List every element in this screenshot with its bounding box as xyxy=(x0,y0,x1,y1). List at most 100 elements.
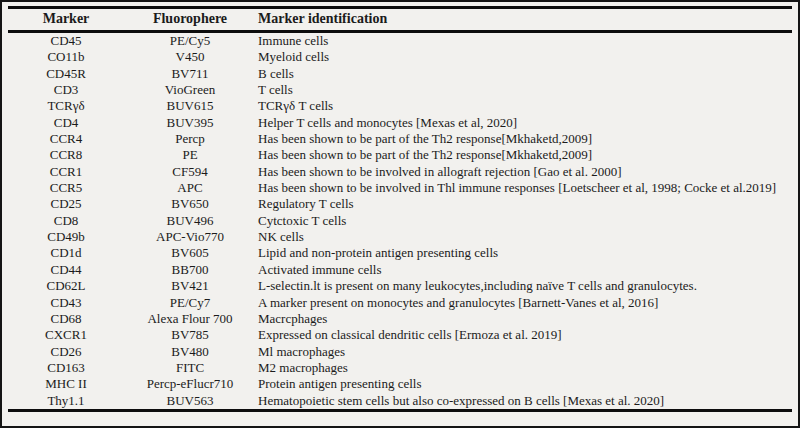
identification-cell: A marker present on monocytes and granul… xyxy=(256,295,792,311)
identification-cell: Has been shown to be part of the Th2 res… xyxy=(256,131,792,147)
table-row: MHC IIPercp-eFlucr710Protein antigen pre… xyxy=(8,376,792,392)
marker-cell: MHC II xyxy=(8,376,124,392)
identification-cell: Macrcphages xyxy=(256,311,792,327)
fluorophore-cell: BB700 xyxy=(124,262,256,278)
table-row: Thy1.1BUV563Hematopoietic stem cells but… xyxy=(8,393,792,411)
column-header-marker: Marker xyxy=(8,8,124,32)
table-row: CD44BB700Activated immune cells xyxy=(8,262,792,278)
table-row: CCR4PercpHas been shown to be part of th… xyxy=(8,131,792,147)
table-row: CD49bAPC-Vio770NK cells xyxy=(8,229,792,245)
paper-table-page: { "colors": { "background": "#f2f1ee", "… xyxy=(0,0,800,428)
identification-cell: T cells xyxy=(256,82,792,98)
table-row: CD26BV480Ml macrophages xyxy=(8,344,792,360)
table-row: TCRγδBUV615TCRγδ T cells xyxy=(8,98,792,114)
table-row: CD25BV650Regulatory T cells xyxy=(8,196,792,212)
fluorophore-cell: BUV615 xyxy=(124,98,256,114)
table-row: CD45RBV711B cells xyxy=(8,66,792,82)
marker-cell: CD26 xyxy=(8,344,124,360)
table-row: CXCR1BV785Expressed on classical dendrit… xyxy=(8,327,792,343)
fluorophore-cell: Percp xyxy=(124,131,256,147)
identification-cell: TCRγδ T cells xyxy=(256,98,792,114)
marker-cell: CCR8 xyxy=(8,147,124,163)
marker-cell: CD1d xyxy=(8,245,124,261)
identification-cell: Activated immune cells xyxy=(256,262,792,278)
fluorophore-cell: PE/Cy7 xyxy=(124,295,256,311)
fluorophore-cell: BV650 xyxy=(124,196,256,212)
identification-cell: Cytctoxic T cells xyxy=(256,213,792,229)
fluorophore-cell: BV480 xyxy=(124,344,256,360)
identification-cell: B cells xyxy=(256,66,792,82)
identification-cell: Has been shown to be involved in allogra… xyxy=(256,164,792,180)
identification-cell: L-selectin.lt is present on many leukocy… xyxy=(256,278,792,294)
marker-cell: CD49b xyxy=(8,229,124,245)
marker-cell: CCR1 xyxy=(8,164,124,180)
marker-fluorophore-table: Marker Fluorophere Marker identification… xyxy=(8,6,792,412)
identification-cell: Has been shown to be involved in Thl imm… xyxy=(256,180,792,196)
table-row: CO11bV450Myeloid cells xyxy=(8,49,792,65)
marker-cell: CD43 xyxy=(8,295,124,311)
table-body: CD45PE/Cy5Immune cellsCO11bV450Myeloid c… xyxy=(8,32,792,411)
marker-cell: CD25 xyxy=(8,196,124,212)
marker-cell: CD4 xyxy=(8,115,124,131)
marker-cell: CO11b xyxy=(8,49,124,65)
table-header: Marker Fluorophere Marker identification xyxy=(8,8,792,32)
identification-cell: Regulatory T cells xyxy=(256,196,792,212)
fluorophore-cell: APC-Vio770 xyxy=(124,229,256,245)
table-row: CD8BUV496Cytctoxic T cells xyxy=(8,213,792,229)
marker-cell: CCR5 xyxy=(8,180,124,196)
fluorophore-cell: FITC xyxy=(124,360,256,376)
table-row: CD43PE/Cy7A marker present on monocytes … xyxy=(8,295,792,311)
marker-cell: CXCR1 xyxy=(8,327,124,343)
table-row: CD3VioGreenT cells xyxy=(8,82,792,98)
table-row: CCR1CF594Has been shown to be involved i… xyxy=(8,164,792,180)
identification-cell: Myeloid cells xyxy=(256,49,792,65)
fluorophore-cell: Percp-eFlucr710 xyxy=(124,376,256,392)
table-row: CD45PE/Cy5Immune cells xyxy=(8,32,792,50)
identification-cell: Lipid and non-protein antigen presenting… xyxy=(256,245,792,261)
identification-cell: NK cells xyxy=(256,229,792,245)
marker-cell: CD62L xyxy=(8,278,124,294)
marker-cell: CD3 xyxy=(8,82,124,98)
identification-cell: Protein antigen presenting cells xyxy=(256,376,792,392)
marker-cell: CD44 xyxy=(8,262,124,278)
fluorophore-cell: BV605 xyxy=(124,245,256,261)
table-row: CD68Alexa Flour 700Macrcphages xyxy=(8,311,792,327)
fluorophore-cell: BV711 xyxy=(124,66,256,82)
column-header-identification: Marker identification xyxy=(256,8,792,32)
column-header-fluorophore: Fluorophere xyxy=(124,8,256,32)
marker-cell: CD8 xyxy=(8,213,124,229)
marker-cell: CD163 xyxy=(8,360,124,376)
identification-cell: Ml macrophages xyxy=(256,344,792,360)
marker-cell: CCR4 xyxy=(8,131,124,147)
table-row: CCR8PEHas been shown to be part of the T… xyxy=(8,147,792,163)
table-row: CD1dBV605Lipid and non-protein antigen p… xyxy=(8,245,792,261)
fluorophore-cell: BUV496 xyxy=(124,213,256,229)
fluorophore-cell: BUV563 xyxy=(124,393,256,411)
fluorophore-cell: PE xyxy=(124,147,256,163)
marker-cell: Thy1.1 xyxy=(8,393,124,411)
marker-cell: CD68 xyxy=(8,311,124,327)
fluorophore-cell: APC xyxy=(124,180,256,196)
fluorophore-cell: BV785 xyxy=(124,327,256,343)
fluorophore-cell: PE/Cy5 xyxy=(124,32,256,50)
marker-cell: TCRγδ xyxy=(8,98,124,114)
fluorophore-cell: BV421 xyxy=(124,278,256,294)
fluorophore-cell: CF594 xyxy=(124,164,256,180)
identification-cell: Hematopoietic stem cells but also co-exp… xyxy=(256,393,792,411)
table-row: CD4BUV395Helper T cells and monocytes [M… xyxy=(8,115,792,131)
fluorophore-cell: VioGreen xyxy=(124,82,256,98)
fluorophore-cell: BUV395 xyxy=(124,115,256,131)
identification-cell: M2 macrophages xyxy=(256,360,792,376)
marker-cell: CD45 xyxy=(8,32,124,50)
fluorophore-cell: V450 xyxy=(124,49,256,65)
fluorophore-cell: Alexa Flour 700 xyxy=(124,311,256,327)
identification-cell: Helper T cells and monocytes [Mexas et a… xyxy=(256,115,792,131)
identification-cell: Immune cells xyxy=(256,32,792,50)
identification-cell: Expressed on classical dendritic cells [… xyxy=(256,327,792,343)
marker-cell: CD45R xyxy=(8,66,124,82)
identification-cell: Has been shown to be part of the Th2 res… xyxy=(256,147,792,163)
table-row: CD163FITCM2 macrophages xyxy=(8,360,792,376)
table-row: CD62LBV421L-selectin.lt is present on ma… xyxy=(8,278,792,294)
header-row: Marker Fluorophere Marker identification xyxy=(8,8,792,32)
table-row: CCR5APCHas been shown to be involved in … xyxy=(8,180,792,196)
